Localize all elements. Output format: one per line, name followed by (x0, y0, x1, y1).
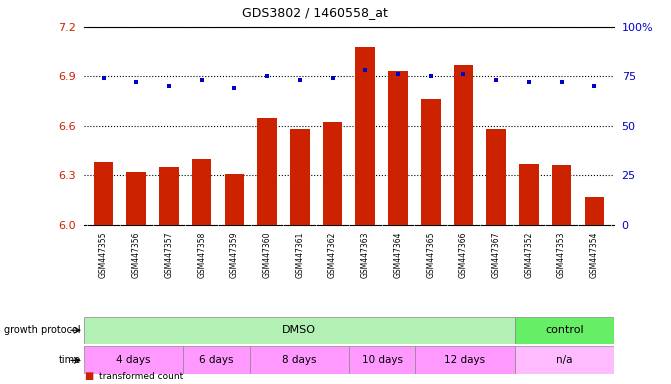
Point (98, 75, 109, 81)
Bar (250, 346, 349, 374)
Point (360, 67, 370, 73)
Bar (515, 317, 614, 344)
Bar (159, 167, 178, 225)
Point (327, 75, 338, 81)
Text: DMSO: DMSO (282, 325, 316, 335)
Bar (84, 317, 515, 344)
Text: 10 days: 10 days (362, 355, 403, 366)
Text: 8 days: 8 days (282, 355, 317, 366)
Text: GSM447352: GSM447352 (525, 232, 533, 278)
Text: GSM447362: GSM447362 (328, 232, 337, 278)
Bar (421, 99, 441, 225)
Text: GSM447367: GSM447367 (492, 232, 501, 278)
Bar (552, 166, 572, 225)
Bar (515, 346, 614, 374)
Text: 4 days: 4 days (116, 355, 151, 366)
Bar (225, 174, 244, 225)
Bar (519, 164, 539, 225)
Point (589, 83, 600, 89)
Point (458, 71, 469, 78)
Bar (356, 47, 375, 225)
Bar (126, 172, 146, 225)
Bar (323, 122, 342, 225)
Bar (84, 346, 183, 374)
Text: GSM447354: GSM447354 (590, 232, 599, 278)
Point (556, 79, 567, 85)
Text: time: time (58, 355, 81, 366)
Point (131, 79, 142, 85)
Text: growth protocol: growth protocol (4, 325, 81, 335)
Point (164, 83, 174, 89)
Bar (192, 159, 211, 225)
Text: GSM447357: GSM447357 (164, 232, 173, 278)
Text: GSM447360: GSM447360 (262, 232, 272, 278)
Point (425, 73, 436, 79)
Point (197, 77, 207, 83)
Bar (486, 129, 506, 225)
Text: 6 days: 6 days (199, 355, 234, 366)
Text: GDS3802 / 1460558_at: GDS3802 / 1460558_at (242, 6, 389, 19)
Text: GSM447363: GSM447363 (361, 232, 370, 278)
Point (229, 85, 240, 91)
Bar (349, 346, 415, 374)
Point (523, 79, 534, 85)
Text: GSM447361: GSM447361 (295, 232, 305, 278)
Bar (454, 65, 473, 225)
Point (262, 73, 272, 79)
Bar (183, 346, 250, 374)
Bar (257, 118, 277, 225)
Text: GSM447353: GSM447353 (557, 232, 566, 278)
Text: GSM447359: GSM447359 (230, 232, 239, 278)
Text: GSM447358: GSM447358 (197, 232, 206, 278)
Text: GSM447356: GSM447356 (132, 232, 141, 278)
Point (393, 71, 403, 78)
Text: GSM447365: GSM447365 (426, 232, 435, 278)
Text: ■: ■ (84, 371, 93, 381)
Text: GSM447355: GSM447355 (99, 232, 108, 278)
Point (491, 77, 501, 83)
Point (295, 77, 305, 83)
Text: GSM447364: GSM447364 (393, 232, 403, 278)
Text: control: control (545, 325, 584, 335)
Text: 12 days: 12 days (444, 355, 485, 366)
Bar (290, 129, 309, 225)
Text: transformed count: transformed count (99, 372, 183, 381)
Bar (415, 346, 515, 374)
Bar (94, 162, 113, 225)
Text: GSM447366: GSM447366 (459, 232, 468, 278)
Bar (389, 71, 408, 225)
Bar (584, 197, 604, 225)
Text: n/a: n/a (556, 355, 572, 366)
